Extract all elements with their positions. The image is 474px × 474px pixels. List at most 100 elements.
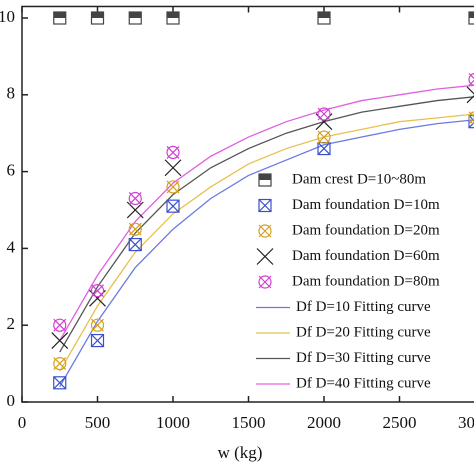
legend-label: Dam foundation D=20m	[292, 222, 440, 238]
marker-cross	[128, 222, 142, 236]
marker-cross	[466, 86, 474, 104]
marker-cross	[166, 199, 180, 213]
legend-symbol	[258, 173, 272, 187]
legend-label: Dam foundation D=60m	[292, 248, 440, 264]
marker-fill	[318, 12, 330, 18]
marker-cross	[468, 111, 474, 125]
legend-symbol	[256, 248, 274, 265]
marker-outline	[258, 275, 272, 289]
legend-symbol	[258, 275, 272, 289]
data-point	[468, 72, 474, 86]
data-point	[128, 191, 142, 206]
legend-symbol	[258, 224, 272, 238]
legend-label: Df D=20 Fitting curve	[296, 324, 431, 340]
x-tick-label: 0	[18, 413, 27, 432]
marker-outline	[128, 191, 142, 206]
marker-cross	[166, 180, 180, 194]
fit-curve	[59, 84, 474, 341]
marker-cross	[317, 142, 331, 155]
data-point	[468, 115, 474, 129]
x-tick-label: 500	[85, 413, 111, 432]
data-point	[317, 11, 331, 25]
y-tick-label: 0	[7, 391, 16, 410]
marker-cross	[91, 284, 104, 298]
marker-cross	[164, 159, 182, 177]
marker-outline	[90, 333, 105, 348]
marker-fill	[53, 12, 66, 18]
marker-cross	[53, 376, 67, 390]
marker-cross	[258, 275, 272, 289]
marker-outline	[468, 115, 474, 129]
x-axis-label: w (kg)	[218, 443, 263, 462]
legend-symbol	[258, 198, 272, 213]
legend-label: Df D=40 Fitting curve	[296, 375, 431, 391]
fit-curve	[59, 96, 474, 353]
data-point	[128, 222, 142, 236]
marker-outline	[166, 199, 180, 213]
data-point	[53, 357, 67, 371]
marker-outline	[258, 198, 272, 213]
data-point	[53, 376, 67, 390]
marker-fill	[129, 12, 142, 18]
data-point	[468, 11, 474, 25]
marker-outline	[53, 357, 67, 371]
x-tick-label: 2000	[307, 413, 341, 432]
data-point	[166, 145, 180, 159]
marker-outline	[468, 111, 474, 125]
marker-outline	[90, 284, 105, 298]
marker-fill	[91, 12, 104, 18]
y-tick-label: 8	[7, 84, 16, 103]
y-tick-label: 4	[7, 237, 16, 256]
marker-cross	[128, 192, 142, 205]
x-tick-label: 2500	[383, 413, 417, 432]
marker-cross	[258, 224, 272, 238]
marker-outline	[317, 130, 331, 144]
marker-outline	[258, 224, 272, 238]
marker-cross	[128, 238, 142, 251]
marker-outline	[53, 376, 67, 390]
x-tick-label: 3000	[458, 413, 474, 432]
marker-cross	[258, 199, 272, 212]
data-point	[51, 332, 69, 349]
data-point	[128, 11, 142, 25]
legend-label: Df D=30 Fitting curve	[296, 350, 431, 366]
fit-curve	[59, 119, 474, 387]
data-point	[166, 180, 180, 194]
marker-outline	[90, 318, 105, 332]
marker-cross	[91, 318, 104, 332]
marker-outline	[53, 318, 67, 332]
marker-outline	[317, 107, 331, 121]
x-tick-label: 1000	[156, 413, 190, 432]
data-point	[53, 318, 67, 332]
y-tick-label: 6	[7, 161, 16, 180]
x-tick-label: 1500	[232, 413, 266, 432]
legend-label: Df D=10 Fitting curve	[296, 299, 431, 315]
marker-cross	[468, 73, 474, 86]
marker-outline	[166, 145, 180, 159]
data-point	[164, 159, 182, 177]
marker-cross	[53, 318, 67, 332]
data-point	[128, 237, 142, 252]
marker-cross	[91, 334, 104, 347]
marker-cross	[166, 145, 180, 159]
data-point	[166, 11, 180, 25]
marker-fill	[469, 12, 474, 18]
data-point	[90, 11, 105, 25]
marker-fill	[259, 174, 271, 180]
data-point	[53, 11, 67, 25]
y-tick-label: 10	[0, 7, 15, 26]
fit-curve	[59, 113, 474, 372]
marker-cross	[51, 332, 69, 349]
marker-outline	[166, 180, 180, 194]
marker-outline	[468, 72, 474, 86]
data-point	[90, 284, 105, 298]
data-point	[468, 111, 474, 125]
data-point	[317, 107, 331, 121]
data-point	[90, 318, 105, 332]
marker-cross	[53, 357, 67, 371]
marker-outline	[128, 222, 142, 236]
plot-frame	[21, 5, 474, 403]
marker-fill	[167, 12, 179, 18]
marker-cross	[468, 115, 474, 129]
y-tick-label: 2	[7, 314, 16, 333]
